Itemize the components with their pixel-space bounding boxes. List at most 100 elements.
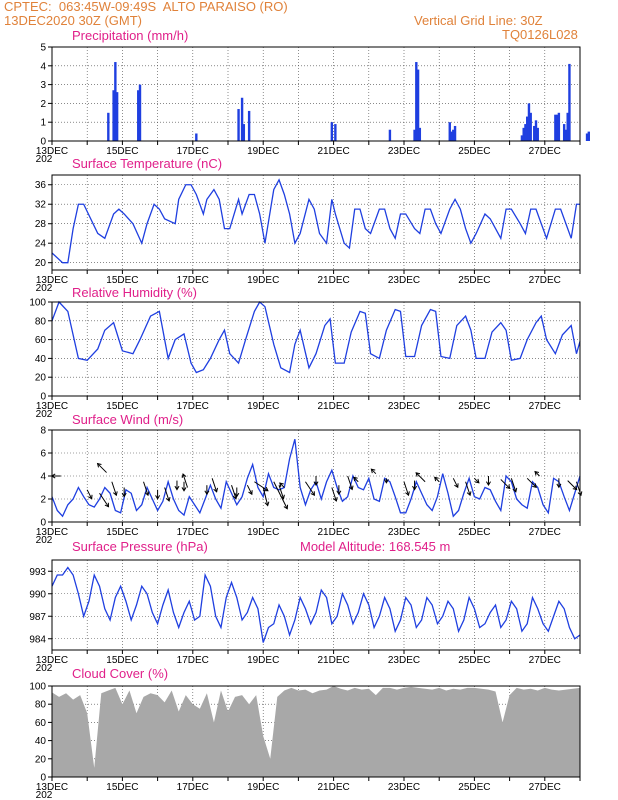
precip-bar: [418, 127, 422, 141]
wind-arrowhead: [283, 504, 289, 510]
wind-vector: [415, 472, 426, 483]
y-tick-label: 993: [29, 567, 46, 578]
precip-bar: [562, 124, 566, 141]
x-tick-label: 23DEC: [388, 527, 420, 538]
wind-arrowhead: [336, 490, 342, 496]
x-tick-year: 202: [36, 154, 53, 165]
precip-bar: [330, 122, 334, 141]
wind-arrowhead: [104, 502, 110, 508]
wind-arrowhead: [204, 490, 210, 496]
wind-arrowhead: [181, 473, 187, 479]
wind-vector: [474, 477, 480, 484]
x-tick-label: 15DEC: [106, 655, 138, 666]
wind-arrowhead: [577, 491, 583, 497]
y-tick-label: 20: [35, 754, 47, 765]
wind-vector: [465, 481, 471, 496]
y-tick-label: 28: [35, 219, 47, 230]
precip-bar: [388, 129, 392, 141]
x-tick-label: 17DEC: [177, 146, 209, 157]
wind-arrowhead: [88, 494, 93, 500]
wind-vector: [97, 463, 107, 473]
series-line: [51, 566, 581, 643]
x-tick-label: 13DEC: [36, 401, 68, 412]
x-tick-label: 15DEC: [106, 782, 138, 793]
wind-arrowhead: [313, 481, 319, 486]
cloud-area: [52, 686, 580, 777]
wind-arrowhead: [534, 470, 540, 476]
y-tick-label: 100: [29, 682, 46, 693]
wind-arrowhead: [174, 485, 180, 491]
wind-arrowhead: [213, 487, 219, 493]
wind-vector: [262, 487, 269, 506]
precip-bar: [524, 124, 527, 141]
rh-title: Relative Humidity (%): [72, 285, 197, 300]
panel-frame: [51, 174, 581, 271]
y-tick-label: 984: [29, 634, 46, 645]
precip-bar: [526, 116, 529, 141]
wind-vector: [526, 477, 537, 488]
pressure-title: Surface Pressure (hPa): [72, 539, 208, 554]
x-tick-label: 19DEC: [247, 527, 279, 538]
precip-bar: [453, 125, 457, 141]
precip-bar: [587, 131, 590, 141]
x-tick-label: 19DEC: [247, 655, 279, 666]
wind-arrowhead: [332, 496, 338, 502]
wind-arrowhead: [165, 496, 171, 502]
wind-arrowhead: [434, 476, 439, 482]
wind-vector: [111, 481, 117, 496]
precip-bar: [522, 127, 525, 141]
x-tick-label: 25DEC: [458, 782, 490, 793]
wind-arrowhead: [370, 468, 376, 474]
wind-arrowhead: [415, 472, 421, 477]
x-tick-label: 19DEC: [247, 782, 279, 793]
precip-bar: [557, 112, 561, 141]
wind-arrowhead: [512, 487, 518, 493]
precip-bar: [195, 133, 198, 141]
y-tick-label: 100: [29, 298, 46, 309]
x-tick-label: 19DEC: [247, 146, 279, 157]
precip-bar: [334, 124, 337, 141]
wind-arrowhead: [155, 495, 161, 500]
x-tick-label: 23DEC: [388, 146, 420, 157]
x-tick-label: 13DEC: [36, 146, 68, 157]
wind-arrowhead: [280, 494, 285, 500]
precip-bar: [240, 97, 244, 141]
y-tick-label: 20: [35, 373, 47, 384]
precip-title: Precipitation (mm/h): [72, 28, 189, 43]
y-tick-label: 20: [35, 258, 47, 269]
wind-arrowhead: [263, 486, 269, 492]
y-tick-label: 5: [40, 43, 46, 54]
precip-bar: [413, 129, 416, 141]
x-tick-label: 13DEC: [36, 275, 68, 286]
y-tick-label: 60: [35, 335, 47, 346]
x-tick-label: 17DEC: [177, 655, 209, 666]
wind-vector: [246, 484, 253, 495]
x-tick-label: 17DEC: [177, 782, 209, 793]
x-tick-year: 202: [36, 663, 53, 674]
wind-vector: [347, 475, 353, 490]
series-line: [51, 300, 581, 374]
wind-arrowhead: [412, 485, 418, 491]
wind-arrowhead: [485, 481, 491, 486]
y-tick-label: 4: [40, 472, 46, 483]
x-tick-label: 15DEC: [106, 275, 138, 286]
x-tick-label: 15DEC: [106, 146, 138, 157]
precip-bar: [452, 129, 455, 141]
precip-bar: [138, 84, 142, 141]
x-tick-year: 202: [36, 790, 53, 800]
y-tick-label: 1: [40, 118, 46, 129]
panel-frame: [51, 46, 581, 142]
cloud-title: Cloud Cover (%): [72, 666, 169, 681]
x-tick-label: 23DEC: [388, 401, 420, 412]
precip-bar: [520, 135, 524, 141]
x-tick-label: 21DEC: [317, 146, 349, 157]
y-tick-label: 80: [35, 700, 47, 711]
wind-vector: [99, 492, 109, 508]
x-tick-label: 23DEC: [388, 275, 420, 286]
precip-bar: [247, 110, 251, 141]
wind-vector: [331, 487, 337, 502]
x-tick-label: 25DEC: [458, 655, 490, 666]
wind-vector: [211, 478, 218, 492]
run-date: 13DEC2020 30Z (GMT): [4, 13, 142, 28]
wind-vector: [182, 473, 188, 488]
